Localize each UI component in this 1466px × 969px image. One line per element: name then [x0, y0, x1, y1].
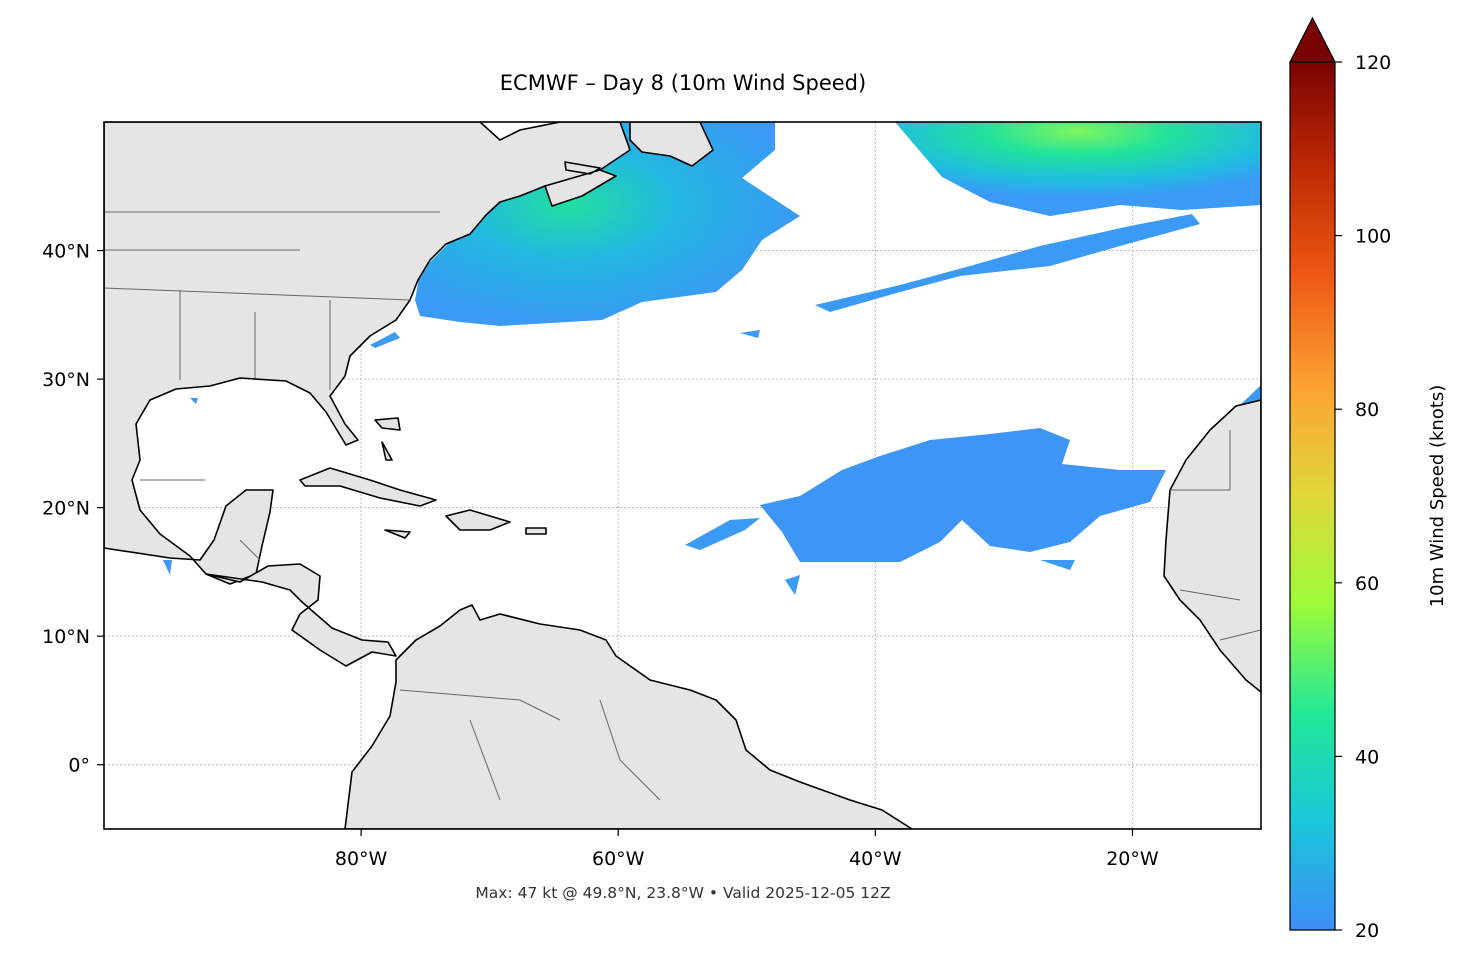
y-tick-label: 10°N [42, 626, 90, 648]
land [344, 604, 913, 829]
colorbar-scale [1290, 62, 1335, 930]
colorbar-tick-label: 40 [1355, 746, 1379, 768]
land [544, 122, 714, 207]
colorbar-frame [1289, 62, 1336, 931]
x-tick-label: 80°W [335, 848, 388, 870]
map-layers [104, 122, 1261, 829]
map-title: ECMWF – Day 8 (10m Wind Speed) [500, 71, 866, 95]
y-tick-label: 0° [68, 755, 90, 777]
land [205, 563, 397, 667]
colorbar-label: 10m Wind Speed (knots) [1427, 385, 1448, 608]
colorbar-tick-label: 60 [1355, 573, 1379, 595]
colorbar: 20 40 60 80 100 120 [1289, 16, 1391, 942]
land [299, 417, 547, 539]
wind-area [895, 122, 1261, 216]
y-tick-label: 40°N [42, 241, 90, 263]
land [1163, 399, 1261, 693]
y-tick-label: 30°N [42, 369, 90, 391]
border [104, 211, 1261, 801]
colorbar-tick-label: 20 [1355, 920, 1379, 942]
colorbar-tick-label: 120 [1355, 52, 1391, 74]
map-frame [103, 121, 1262, 830]
colorbar-extend [1289, 16, 1336, 63]
x-tick-label: 40°W [849, 848, 902, 870]
wind-area [815, 214, 1200, 312]
x-tick-label: 20°W [1106, 848, 1159, 870]
x-tick-label: 60°W [592, 848, 645, 870]
colorbar-tick-label: 80 [1355, 399, 1379, 421]
y-tick-label: 20°N [42, 498, 90, 520]
colorbar-tick-label: 100 [1355, 226, 1391, 248]
wind-area [760, 428, 1166, 562]
map-note: Max: 47 kt @ 49.8°N, 23.8°W • Valid 2025… [475, 884, 890, 902]
